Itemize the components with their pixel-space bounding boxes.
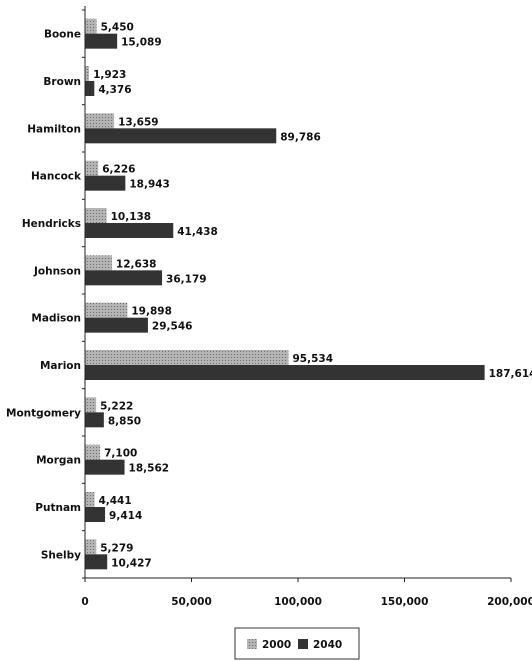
bar-morgan-2000 (85, 444, 101, 460)
value-label-montgomery-2040: 8,850 (108, 415, 141, 427)
bar-morgan-2040 (85, 459, 125, 475)
category-label-putnam: Putnam (35, 502, 81, 514)
value-label-brown-2000: 1,923 (93, 69, 126, 81)
category-label-hendricks: Hendricks (22, 218, 81, 230)
x-tick-label-1: 50,000 (171, 596, 212, 608)
legend: 2000 2040 (234, 627, 360, 660)
bar-shelby-2000 (85, 539, 97, 555)
x-tick-label-2: 100,000 (274, 596, 322, 608)
bar-marion-2040 (85, 365, 485, 380)
bar-brown-2040 (85, 81, 95, 96)
category-label-hamilton: Hamilton (27, 123, 81, 135)
value-label-brown-2040: 4,376 (98, 84, 131, 96)
bar-hamilton-2000 (85, 113, 115, 129)
category-label-brown: Brown (43, 76, 81, 88)
bar-johnson-2000 (85, 255, 112, 271)
bar-shelby-2040 (85, 554, 108, 570)
bar-hancock-2040 (85, 175, 126, 191)
value-label-morgan-2040: 18,562 (129, 463, 170, 475)
bar-putnam-2000 (85, 492, 95, 507)
bar-boone-2040 (85, 33, 118, 49)
value-label-marion-2000: 95,534 (292, 353, 333, 365)
value-label-putnam-2000: 4,441 (98, 495, 131, 507)
value-label-hendricks-2000: 10,138 (111, 211, 152, 223)
value-label-madison-2000: 19,898 (131, 306, 172, 318)
value-label-madison-2040: 29,546 (152, 321, 193, 333)
category-label-shelby: Shelby (41, 549, 81, 561)
value-label-johnson-2000: 12,638 (116, 258, 157, 270)
x-tick-label-4: 200,000 (487, 596, 532, 608)
bar-montgomery-2000 (85, 397, 97, 413)
value-label-hancock-2040: 18,943 (129, 179, 170, 191)
legend-label-2040: 2040 (313, 639, 342, 651)
plot-area: Boone 5,450 15,089 Brown 1,923 4,376 Hamilton 1… (6, 6, 532, 608)
bar-hendricks-2040 (85, 223, 174, 238)
bar-hancock-2000 (85, 160, 99, 176)
value-label-boone-2000: 5,450 (101, 22, 134, 34)
legend-swatch-2040 (298, 639, 308, 649)
x-tick-label-0: 0 (81, 596, 88, 608)
category-label-johnson: Johnson (33, 265, 81, 277)
category-label-montgomery: Montgomery (6, 407, 81, 419)
value-label-hamilton-2000: 13,659 (118, 116, 159, 128)
bar-hamilton-2040 (85, 128, 277, 144)
value-label-hendricks-2040: 41,438 (177, 226, 218, 238)
bar-montgomery-2040 (85, 412, 104, 428)
bar-brown-2000 (85, 66, 90, 81)
value-label-hamilton-2040: 89,786 (280, 131, 321, 143)
category-label-marion: Marion (40, 360, 81, 372)
value-label-putnam-2040: 9,414 (109, 510, 142, 522)
category-label-madison: Madison (31, 313, 81, 325)
value-label-hancock-2000: 6,226 (102, 164, 135, 176)
bar-madison-2000 (85, 302, 128, 318)
value-label-johnson-2040: 36,179 (166, 273, 207, 285)
category-label-boone: Boone (44, 29, 81, 41)
value-label-montgomery-2000: 5,222 (100, 400, 133, 412)
bar-boone-2000 (85, 18, 97, 34)
bar-johnson-2040 (85, 270, 163, 286)
category-label-morgan: Morgan (36, 455, 81, 467)
value-label-marion-2040: 187,614 (489, 368, 532, 380)
legend-swatch-2000 (247, 639, 257, 649)
legend-label-2000: 2000 (262, 639, 291, 651)
category-label-hancock: Hancock (31, 171, 82, 183)
bar-hendricks-2000 (85, 208, 107, 223)
bar-putnam-2040 (85, 507, 106, 522)
bar-madison-2040 (85, 317, 148, 333)
bar-marion-2000 (85, 350, 289, 365)
x-tick-label-3: 150,000 (381, 596, 429, 608)
value-label-shelby-2000: 5,279 (100, 542, 133, 554)
value-label-shelby-2040: 10,427 (111, 557, 152, 569)
value-label-morgan-2000: 7,100 (104, 448, 137, 460)
value-label-boone-2040: 15,089 (121, 37, 162, 49)
